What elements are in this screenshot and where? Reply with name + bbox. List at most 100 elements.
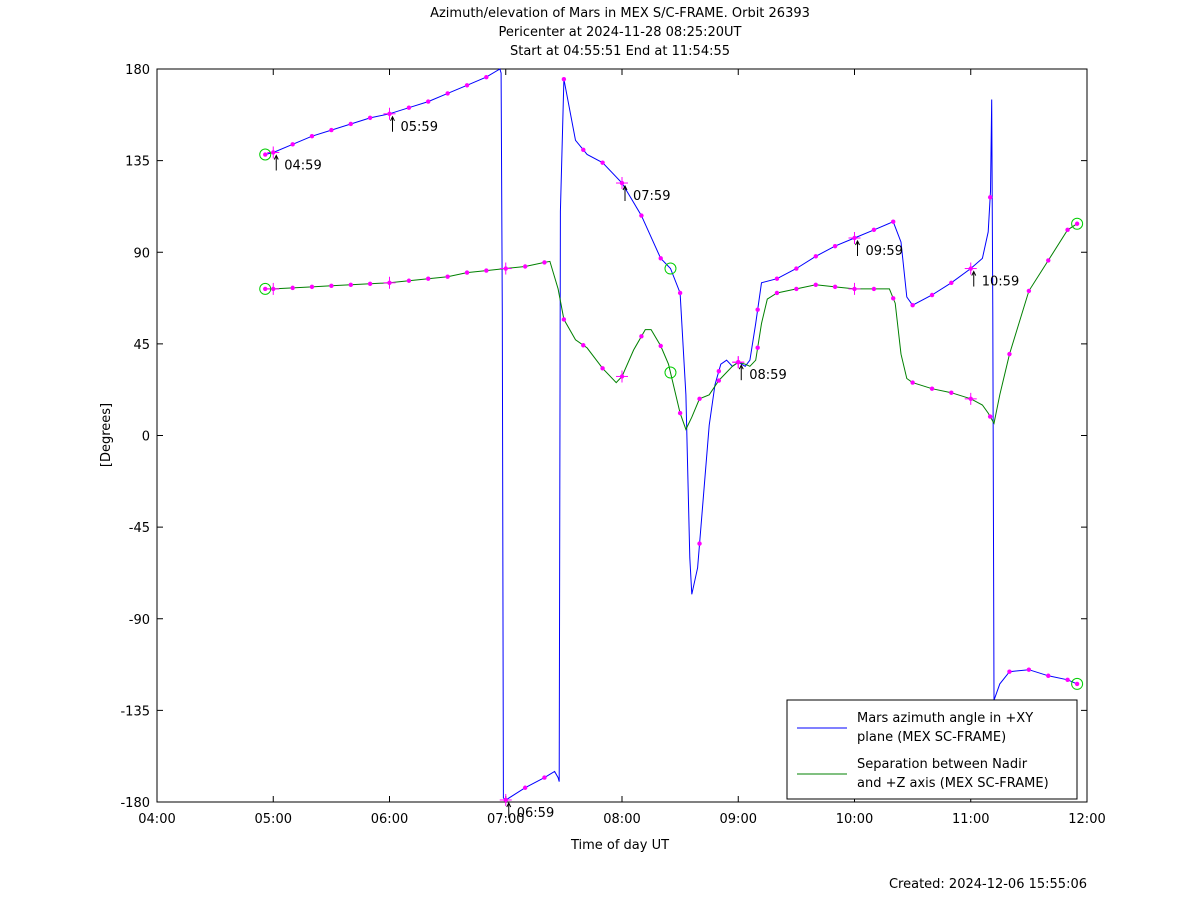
legend-label-2: and +Z axis (MEX SC-FRAME) (857, 776, 1049, 791)
data-point-marker (329, 127, 334, 133)
event-circle-marker (664, 262, 677, 275)
data-point-marker (949, 390, 954, 395)
x-tick-label: 09:00 (720, 812, 757, 827)
x-tick-label: 08:00 (603, 812, 640, 827)
event-circle-marker (1071, 217, 1084, 230)
time-label: 06:59 (517, 806, 554, 821)
data-point-marker (871, 286, 877, 292)
legend-label-1: Mars azimuth angle in +XY (857, 711, 1033, 726)
data-point-marker (309, 133, 315, 139)
y-tick-label: 0 (142, 430, 150, 445)
event-circle-marker (259, 148, 272, 161)
time-label: 08:59 (749, 368, 786, 383)
x-tick-label: 10:00 (836, 812, 873, 827)
data-point-marker (929, 292, 935, 298)
data-point-marker (581, 147, 586, 153)
event-circle-marker (259, 282, 272, 295)
data-point-marker (832, 284, 838, 290)
y-tick-label: -135 (120, 704, 150, 719)
time-label: 05:59 (401, 120, 438, 135)
time-label: 09:59 (866, 244, 903, 259)
data-point-marker (677, 410, 683, 416)
data-point-marker (1026, 667, 1032, 672)
data-point-marker (929, 386, 935, 391)
data-point-marker (581, 343, 586, 348)
data-point-marker (542, 260, 547, 265)
data-point-marker (1007, 669, 1012, 674)
annotation-arrow-head (738, 364, 744, 370)
title-line-2: Pericenter at 2024-11-28 08:25:20UT (498, 25, 741, 40)
data-point-marker (716, 378, 722, 383)
series-lines (265, 68, 1078, 801)
data-point-marker (832, 243, 838, 249)
annotation-arrow-head (622, 184, 628, 191)
data-point-marker (329, 283, 334, 289)
legend: Mars azimuth angle in +XY plane (MEX SC-F… (786, 699, 1078, 800)
data-point-marker (639, 213, 644, 218)
data-point-marker (426, 276, 431, 281)
annotation-arrow-head (971, 270, 977, 276)
y-tick-label: 135 (125, 155, 150, 170)
data-point-marker (484, 268, 489, 273)
x-tick-label: 05:00 (255, 812, 292, 827)
axis-ticks: 04:00 05:00 06:00 07:00 08:00 09:00 10:00 11:00… (120, 63, 1105, 827)
data-point-marker (794, 266, 799, 271)
data-point-marker (290, 285, 295, 291)
data-point-marker (658, 343, 663, 349)
y-tick-label: -90 (129, 613, 150, 628)
chart-title: Azimuth/elevation of Mars in MEX S/C-FRA… (430, 6, 810, 59)
data-point-marker (1026, 288, 1032, 294)
annotation-arrow-head (506, 801, 512, 808)
y-tick-label: -45 (129, 521, 150, 536)
data-point-marker (367, 115, 373, 121)
data-point-marker (697, 541, 702, 546)
y-tick-label: -180 (120, 796, 150, 811)
data-point-marker (1046, 673, 1051, 678)
created-timestamp: Created: 2024-12-06 15:55:06 (889, 877, 1087, 892)
data-point-marker (755, 345, 760, 350)
data-point-marker (658, 256, 663, 261)
data-point-marker (774, 290, 780, 296)
data-point-marker (1065, 677, 1070, 683)
data-point-marker (910, 380, 915, 385)
legend-label-2: Separation between Nadir (857, 757, 1028, 772)
data-point-marker (445, 274, 450, 279)
annotation-arrow-head (390, 115, 395, 122)
data-point-marker (600, 366, 605, 371)
data-point-marker (464, 83, 470, 88)
data-point-marker (263, 286, 268, 292)
data-point-marker (484, 74, 489, 80)
x-tick-label: 11:00 (952, 812, 989, 827)
series-line-1 (265, 68, 1078, 801)
series-markers (259, 74, 1084, 806)
event-circle-marker (664, 366, 677, 379)
event-circle-marker (1071, 677, 1084, 690)
data-point-marker (348, 121, 353, 127)
legend-box (786, 699, 1078, 800)
data-point-marker (561, 76, 567, 82)
data-point-marker (639, 334, 644, 339)
data-point-marker (891, 296, 896, 301)
data-point-marker (716, 368, 722, 374)
y-tick-label: 180 (125, 63, 150, 78)
data-point-marker (813, 254, 818, 259)
time-label: 10:59 (982, 275, 1019, 290)
series-line-2 (265, 223, 1078, 431)
x-tick-label: 04:00 (138, 812, 175, 827)
data-point-marker (367, 281, 373, 287)
data-point-marker (542, 775, 547, 780)
data-point-marker (522, 785, 528, 790)
data-point-marker (290, 142, 295, 147)
data-point-marker (309, 284, 315, 290)
time-annotations: 04:59 05:59 06:59 07:59 08:59 09:59 10:59 (273, 115, 1019, 821)
title-line-3: Start at 04:55:51 End at 11:54:55 (510, 44, 730, 59)
data-point-marker (987, 195, 993, 200)
data-point-marker (263, 152, 268, 157)
annotation-arrow-head (273, 154, 279, 160)
x-tick-label: 12:00 (1068, 812, 1105, 827)
data-point-marker (910, 302, 915, 308)
data-point-marker (406, 278, 412, 283)
x-axis-label: Time of day UT (570, 838, 669, 853)
data-point-marker (406, 105, 412, 110)
